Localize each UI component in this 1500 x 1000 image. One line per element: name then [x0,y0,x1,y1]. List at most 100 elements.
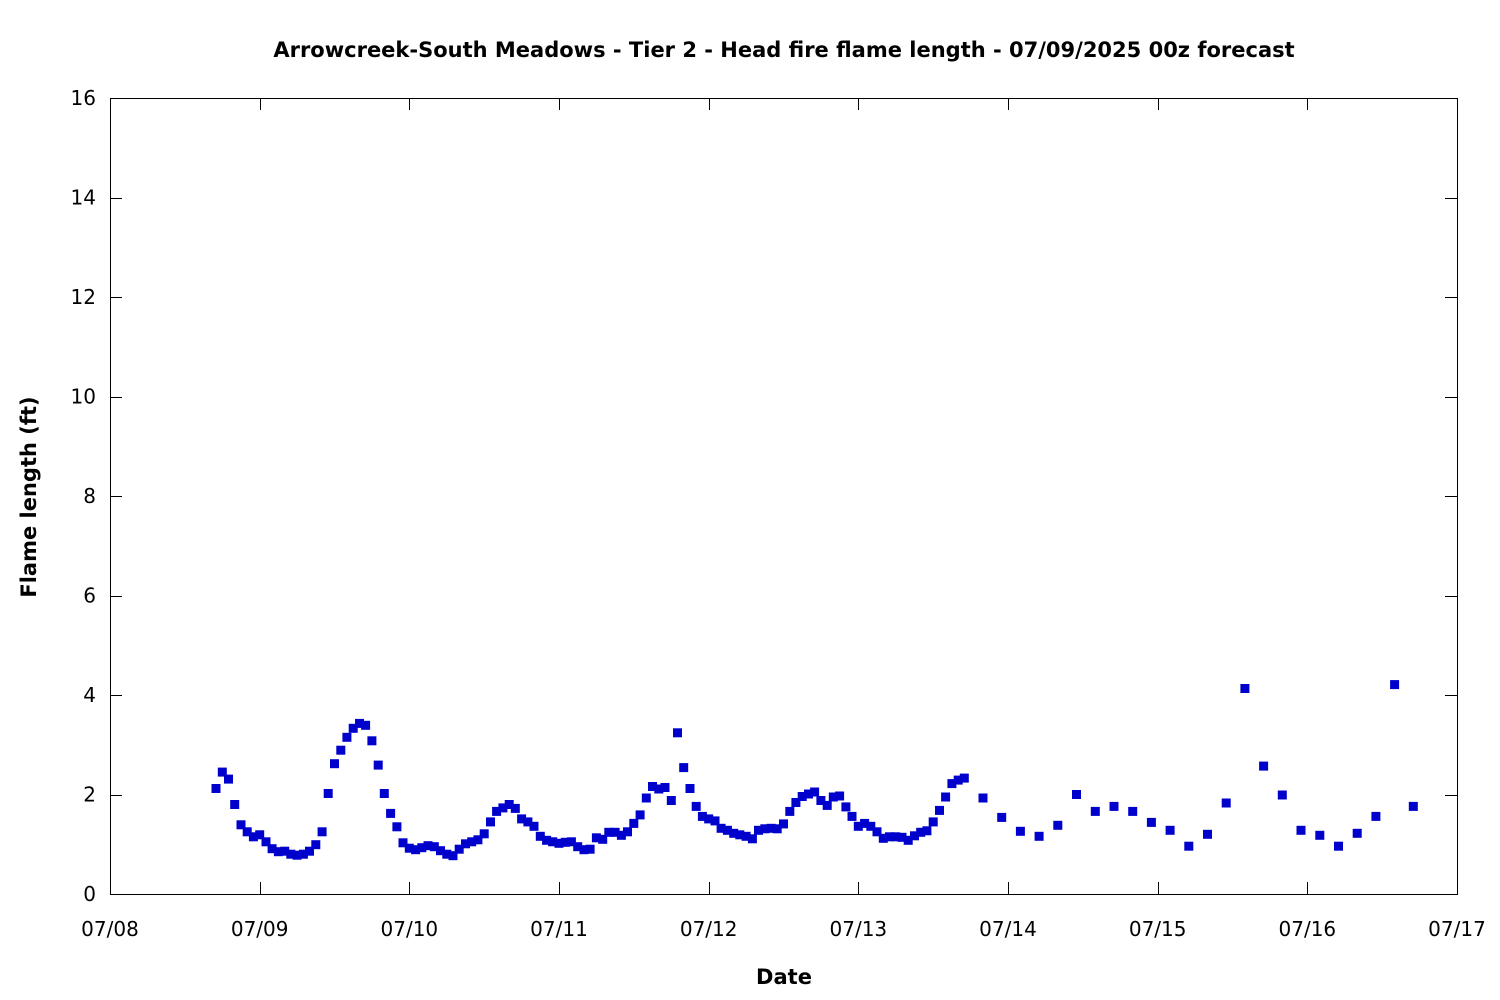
data-point [747,834,757,844]
data-point [978,793,988,803]
data-point [1015,826,1025,836]
data-point [785,806,795,816]
data-point [298,849,308,859]
data-point [935,805,944,815]
x-tick-label: 07/12 [680,917,738,941]
data-point [1408,801,1418,811]
data-point [804,789,813,799]
data-point [267,844,277,854]
y-tick-label: 4 [83,683,96,707]
data-point [922,826,932,836]
data-point [1128,806,1138,816]
data-point [903,835,913,845]
data-point [280,846,290,856]
data-point [1053,820,1063,830]
data-point [305,846,314,856]
data-point [841,802,851,812]
data-point [1334,841,1343,851]
data-point [273,847,283,857]
data-point [822,800,832,810]
data-point [1296,825,1306,835]
data-point [423,841,433,851]
data-point [373,760,383,770]
x-tick-label: 07/09 [231,917,289,941]
data-point [997,812,1007,822]
data-point [367,736,377,746]
data-point [897,832,907,842]
data-point [535,831,545,841]
data-point [1146,817,1156,827]
x-tick-label: 07/17 [1428,917,1486,941]
data-point [473,835,483,845]
data-point [498,803,508,813]
data-point [760,824,770,834]
data-point [735,830,745,840]
data-point [442,849,452,859]
x-tick-label: 07/13 [830,917,888,941]
plot-frame [110,98,1458,895]
data-point [510,803,520,813]
data-point [1090,806,1100,816]
y-axis-label: Flame length (ft) [17,396,41,597]
data-point [404,843,414,853]
data-point [910,831,919,841]
data-point [1184,841,1194,851]
y-tick-label: 2 [83,783,96,807]
data-point [517,814,527,824]
data-point [835,791,845,801]
data-point [242,827,252,837]
data-point [330,759,339,769]
data-point [828,792,838,802]
data-point [224,774,233,784]
data-point [1277,790,1287,800]
data-point [217,767,227,777]
data-point [916,827,926,837]
data-point [211,784,221,793]
data-point [398,838,408,848]
data-point [386,808,396,818]
data-point [579,845,589,855]
data-point [560,837,570,847]
chart-title: Arrowcreek-South Meadows - Tier 2 - Head… [273,38,1294,62]
data-point [860,818,870,828]
data-point [928,817,938,827]
data-point [1259,761,1269,771]
data-point [342,732,352,742]
data-point [361,720,371,730]
data-point [610,827,620,837]
data-point [286,849,296,859]
data-point [816,796,826,805]
data-point [436,846,445,856]
data-point [810,787,820,797]
data-point [772,824,782,834]
data-point [710,816,720,826]
data-point [891,832,901,842]
data-point [660,783,670,792]
y-tick-label: 16 [71,86,96,110]
data-point [548,837,558,847]
data-point [878,833,888,843]
data-point [486,817,495,827]
data-point [953,775,963,785]
data-point [355,718,364,728]
data-point [317,827,327,837]
data-point [941,792,951,802]
data-point [379,789,389,798]
data-point [542,835,552,845]
data-point [629,818,639,828]
data-point [641,793,651,803]
data-point [754,825,763,835]
data-point [1203,829,1212,839]
data-point [1109,801,1119,811]
y-tick-label: 12 [71,285,96,309]
data-point [311,840,321,850]
data-point [529,821,539,831]
data-point [392,822,402,832]
x-axis: 07/08 07/09 07/10 07/11 07/12 07/13 07/14 07/15… [81,98,1486,941]
data-point [467,837,477,847]
x-tick-label: 07/14 [979,917,1037,941]
data-point [492,806,502,816]
data-point [411,845,421,855]
data-point [685,784,695,793]
data-point [261,837,271,847]
